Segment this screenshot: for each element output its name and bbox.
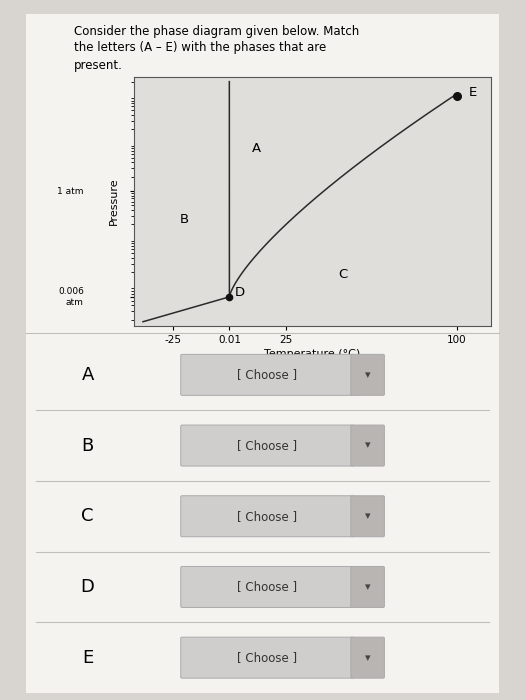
Text: ▾: ▾: [365, 582, 371, 592]
FancyBboxPatch shape: [351, 425, 384, 466]
FancyBboxPatch shape: [181, 637, 354, 678]
Text: [ Choose ]: [ Choose ]: [237, 580, 297, 594]
Text: Consider the phase diagram given below. Match
the letters (A – E) with the phase: Consider the phase diagram given below. …: [74, 25, 359, 71]
Text: [ Choose ]: [ Choose ]: [237, 368, 297, 382]
Text: B: B: [180, 214, 188, 226]
FancyBboxPatch shape: [351, 496, 384, 537]
Text: D: D: [235, 286, 245, 299]
Text: [ Choose ]: [ Choose ]: [237, 651, 297, 664]
Text: A: A: [81, 366, 94, 384]
Text: A: A: [252, 141, 261, 155]
FancyBboxPatch shape: [351, 354, 384, 395]
FancyBboxPatch shape: [181, 496, 354, 537]
Text: ▾: ▾: [365, 440, 371, 451]
Text: 1 atm: 1 atm: [57, 187, 84, 195]
X-axis label: Temperature (°C): Temperature (°C): [264, 349, 361, 358]
FancyBboxPatch shape: [181, 566, 354, 608]
Text: ▾: ▾: [365, 511, 371, 522]
FancyBboxPatch shape: [351, 637, 384, 678]
FancyBboxPatch shape: [351, 566, 384, 608]
Text: C: C: [339, 267, 348, 281]
Text: C: C: [81, 508, 94, 525]
Text: ▾: ▾: [365, 370, 371, 380]
Y-axis label: Pressure: Pressure: [109, 177, 119, 225]
Text: [ Choose ]: [ Choose ]: [237, 510, 297, 523]
Text: [ Choose ]: [ Choose ]: [237, 439, 297, 452]
Text: D: D: [81, 578, 94, 596]
Text: E: E: [82, 649, 93, 666]
Text: E: E: [468, 85, 477, 99]
Text: 0.006
atm: 0.006 atm: [58, 287, 84, 307]
FancyBboxPatch shape: [181, 425, 354, 466]
Text: ▾: ▾: [365, 652, 371, 663]
Text: B: B: [81, 437, 94, 454]
FancyBboxPatch shape: [181, 354, 354, 395]
